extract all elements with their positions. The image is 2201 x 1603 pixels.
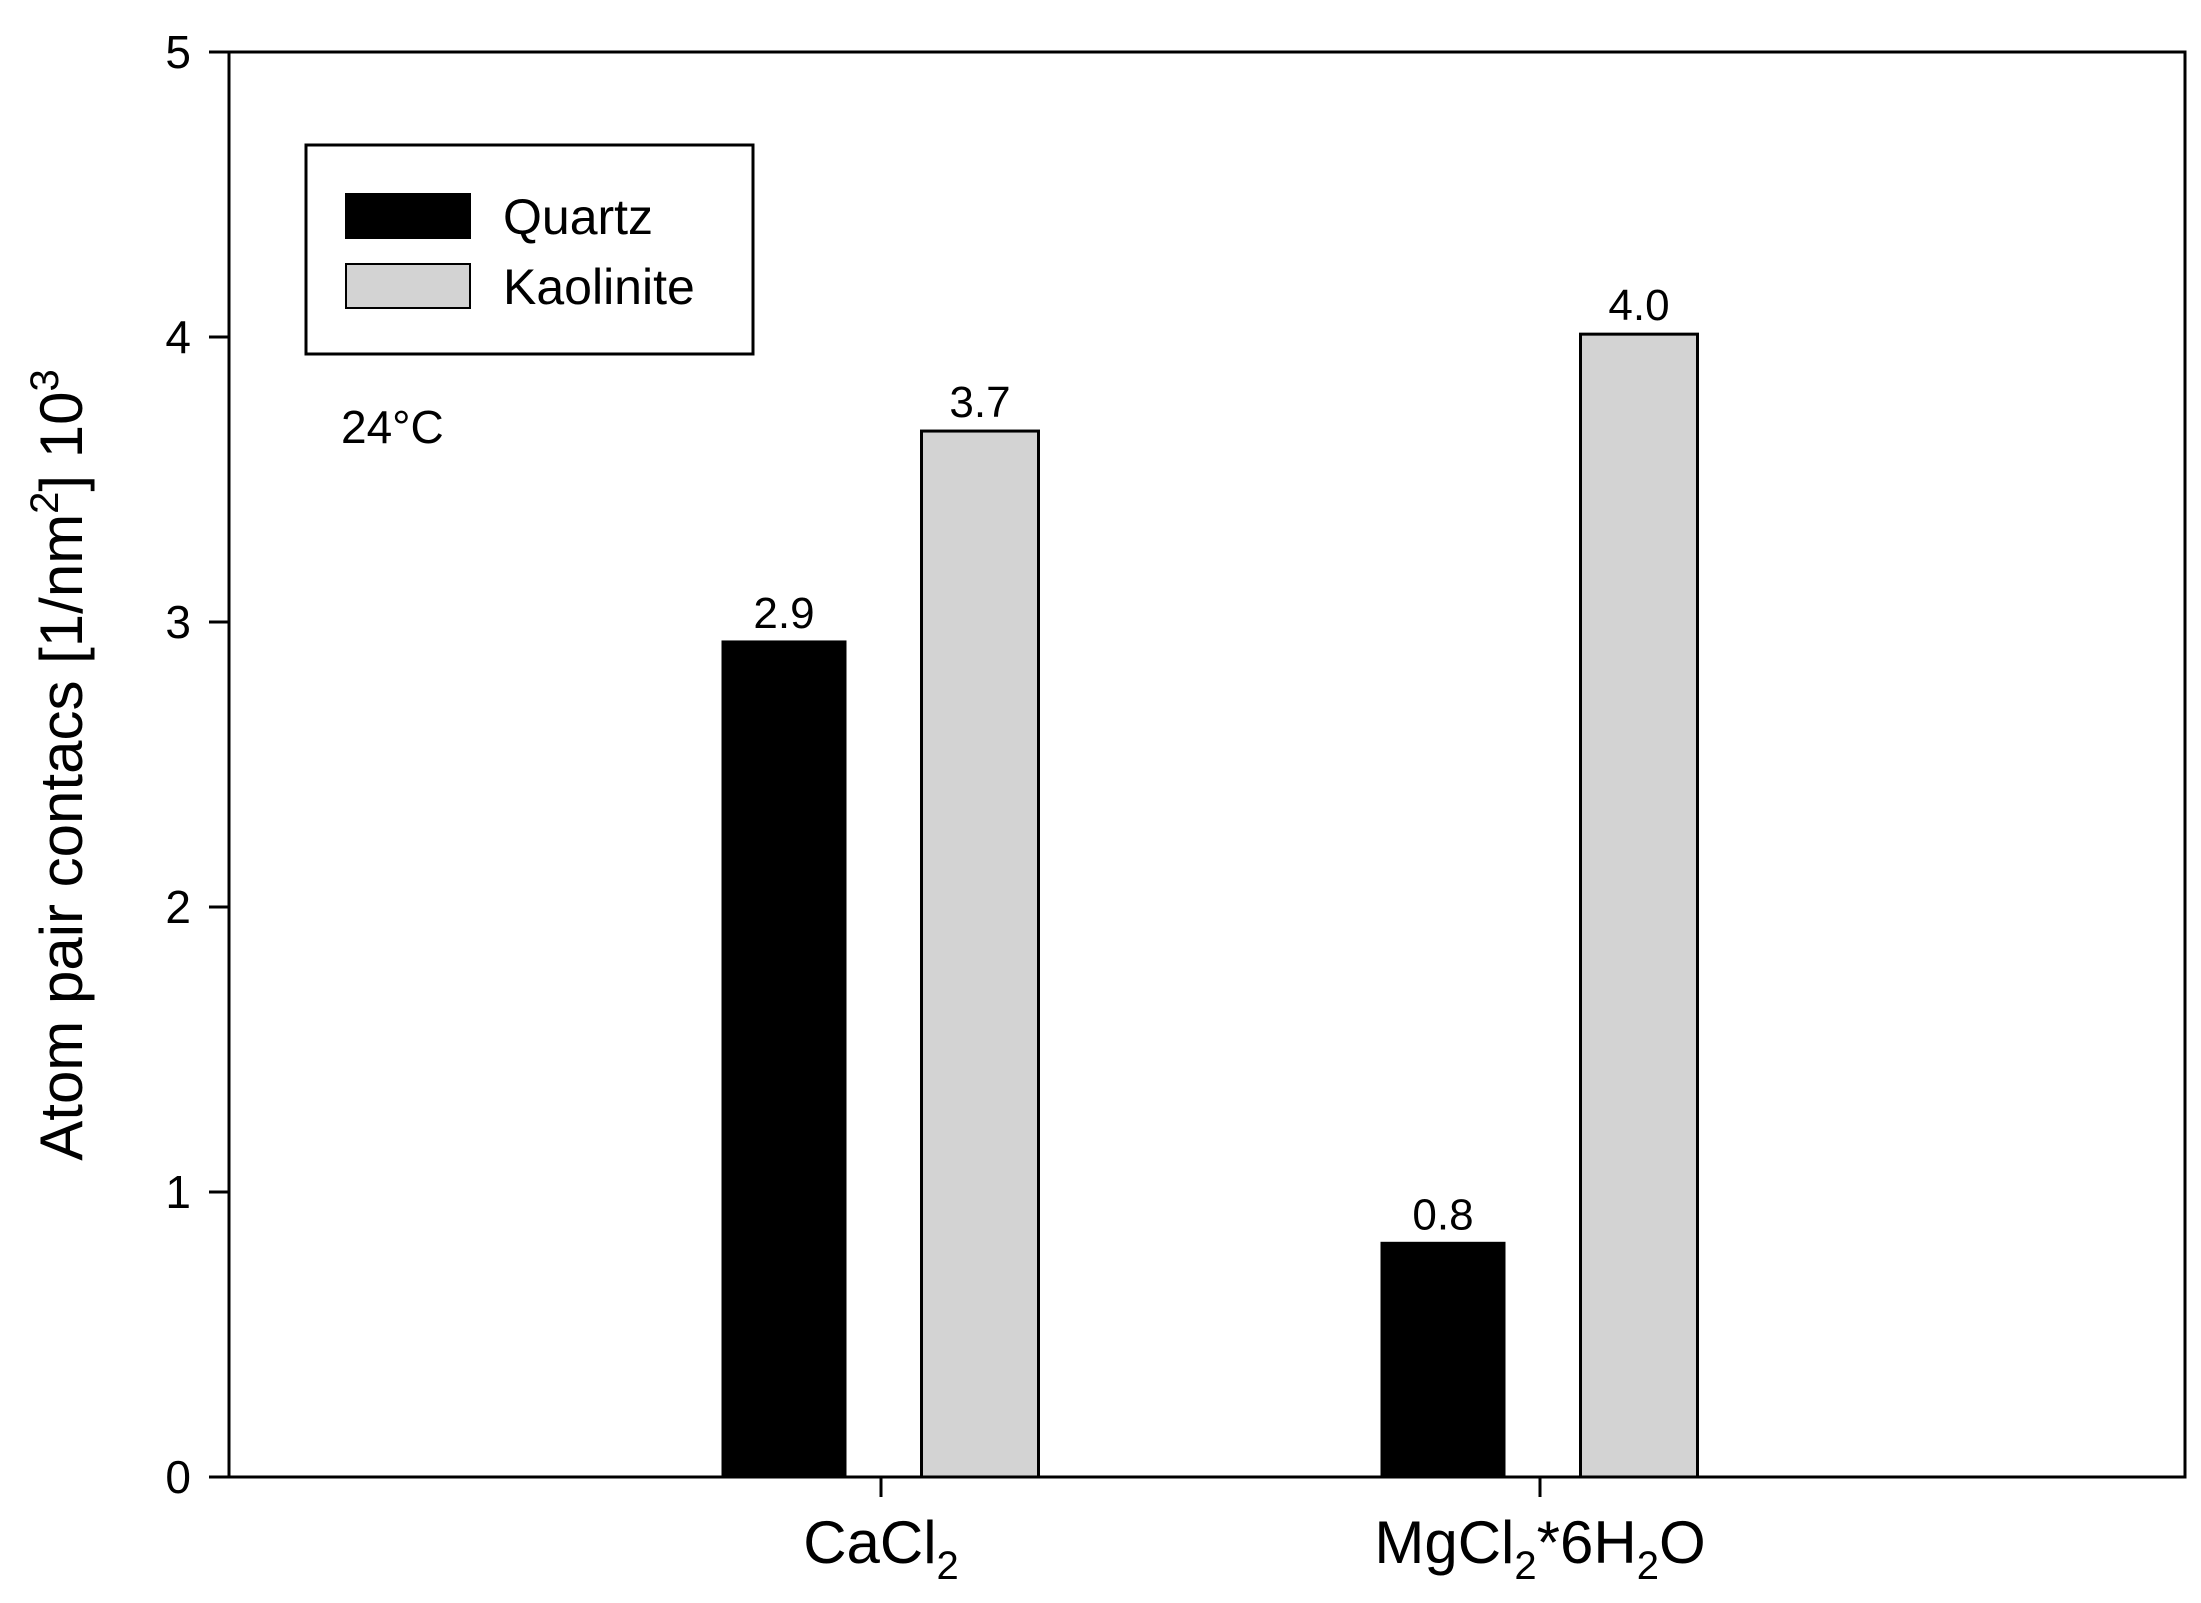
data-label: 3.7 bbox=[949, 378, 1010, 427]
y-tick-label: 1 bbox=[165, 1166, 191, 1218]
y-axis: 0 1 2 3 4 5 bbox=[165, 26, 229, 1503]
x-tick-label: CaCl2 bbox=[803, 1509, 959, 1588]
legend-label-kaolinite: Kaolinite bbox=[503, 259, 695, 315]
y-axis-title: Atom pair contacs [1/nm2] 103 bbox=[23, 369, 95, 1161]
y-tick-label: 0 bbox=[165, 1451, 191, 1503]
legend-box bbox=[304, 143, 755, 356]
y-tick-label: 3 bbox=[165, 596, 191, 648]
legend-label-quartz: Quartz bbox=[503, 189, 653, 245]
y-tick-label: 4 bbox=[165, 311, 191, 363]
legend-swatch-kaolinite bbox=[345, 263, 471, 309]
bar-kaolinite bbox=[1579, 332, 1699, 1479]
y-tick-label: 2 bbox=[165, 881, 191, 933]
x-axis: CaCl2 MgCl2*6H2O bbox=[803, 1477, 1706, 1588]
data-label: 4.0 bbox=[1608, 281, 1669, 330]
legend: Quartz Kaolinite bbox=[304, 143, 755, 356]
y-tick-label: 5 bbox=[165, 26, 191, 78]
x-tick-label: MgCl2*6H2O bbox=[1374, 1509, 1705, 1588]
bar-quartz bbox=[721, 640, 847, 1479]
bars: 2.9 0.8 3.7 4.0 bbox=[721, 281, 1699, 1479]
plot-frame bbox=[227, 50, 2187, 1479]
legend-swatch-quartz bbox=[345, 193, 471, 239]
data-label: 2.9 bbox=[753, 589, 814, 638]
temperature-annotation: 24°C bbox=[341, 401, 444, 453]
data-label: 0.8 bbox=[1412, 1190, 1473, 1239]
bar-quartz bbox=[1380, 1241, 1506, 1479]
bar-kaolinite bbox=[920, 429, 1040, 1479]
